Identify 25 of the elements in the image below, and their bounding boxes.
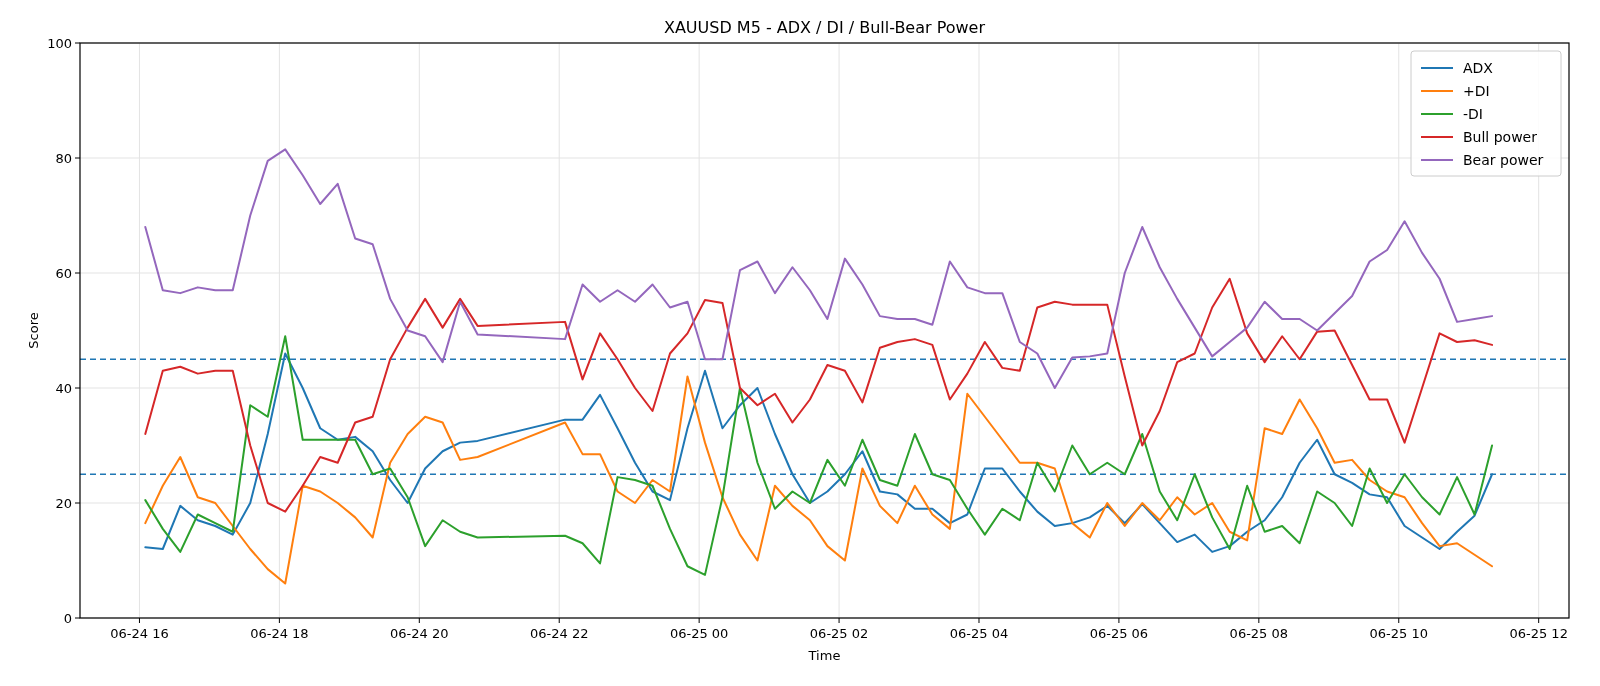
chart-title: XAUUSD M5 - ADX / DI / Bull-Bear Power — [663, 18, 986, 37]
legend-label: Bull power — [1463, 129, 1538, 145]
x-tick-label: 06-24 18 — [250, 626, 309, 641]
y-tick-label: 100 — [47, 36, 72, 51]
x-tick-label: 06-25 00 — [669, 626, 729, 641]
x-tick-label: 06-25 08 — [1229, 626, 1289, 641]
y-axis-title: Score — [26, 312, 41, 349]
legend-label: -DI — [1463, 106, 1483, 122]
legend-label: ADX — [1463, 60, 1494, 76]
x-tick-label: 06-24 16 — [110, 626, 169, 641]
y-tick-label: 60 — [55, 266, 72, 281]
y-tick-label: 0 — [63, 611, 72, 626]
legend-label: +DI — [1463, 83, 1490, 99]
x-tick-label: 06-25 02 — [809, 626, 869, 641]
y-tick-label: 20 — [55, 496, 72, 511]
legend-label: Bear power — [1463, 152, 1544, 168]
y-tick-label: 40 — [55, 381, 72, 396]
x-tick-label: 06-25 12 — [1509, 626, 1568, 641]
x-tick-label: 06-25 04 — [949, 626, 1009, 641]
x-tick-label: 06-25 06 — [1089, 626, 1149, 641]
y-tick-label: 80 — [55, 151, 72, 166]
x-tick-label: 06-24 20 — [390, 626, 449, 641]
x-tick-label: 06-24 22 — [530, 626, 589, 641]
x-tick-label: 06-25 10 — [1369, 626, 1428, 641]
x-axis-title: Time — [807, 648, 841, 663]
